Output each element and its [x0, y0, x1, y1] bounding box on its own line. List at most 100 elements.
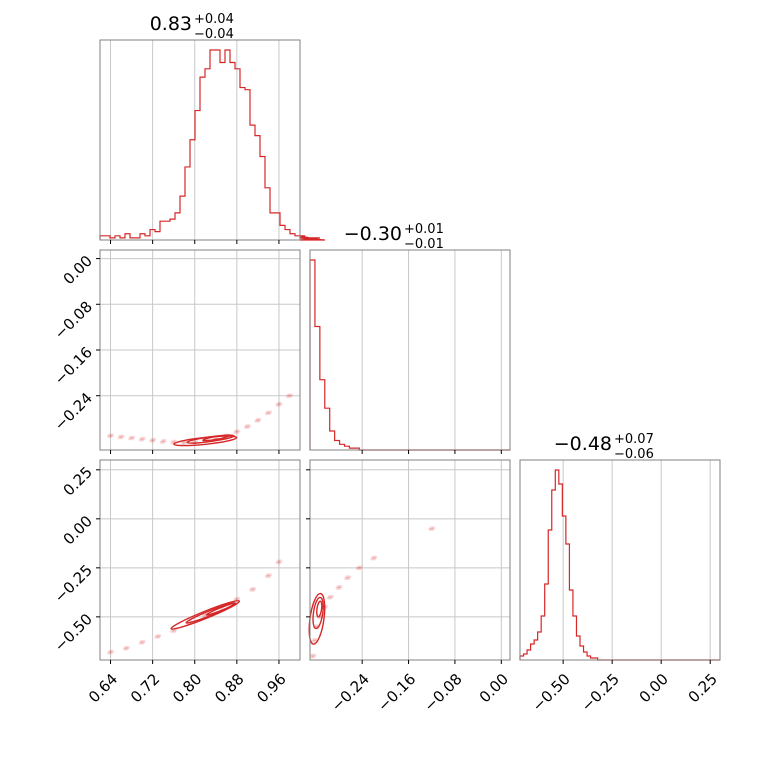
- scatter-1-0-scatter-point-2-3: [131, 435, 135, 439]
- scatter-2-0-xtick-label-3: 0.88: [211, 670, 247, 706]
- scatter-1-0-scatter-point-4-2: [151, 439, 155, 443]
- scatter-2-1-scatter-point-9-0: [370, 557, 374, 561]
- scatter-2-1-scatter-point-9-3: [373, 555, 378, 559]
- scatter-1-0-scatter-point-5-2: [162, 440, 166, 444]
- scatter-2-1-scatter-point-8-2: [358, 567, 362, 571]
- hist-2-xtick-label-0: −0.50: [529, 670, 574, 715]
- scatter-1-0-scatter-point-0-2: [109, 434, 113, 439]
- scatter-1-0-scatter-point-17-1: [287, 393, 291, 397]
- scatter-1-0-contour-2: [202, 434, 230, 442]
- scatter-1-0-scatter-point-0-1: [108, 433, 112, 437]
- scatter-2-0-xtick-label-0: 0.64: [85, 670, 121, 706]
- scatter-2-0-xtick-label-1: 0.72: [127, 670, 163, 706]
- panel-title-1: −0.30 +0.01−0.01: [344, 222, 444, 252]
- hist-2-histogram-line: [519, 469, 720, 661]
- scatter-1-0-scatter-point-13-1: [245, 424, 249, 428]
- scatter-2-0-scatter-point-9-1: [250, 587, 254, 591]
- scatter-1-0-scatter-point-8-3: [194, 439, 199, 443]
- scatter-2-0-scatter-point-8-1: [234, 596, 238, 601]
- scatter-1-0-scatter-point-3-1: [139, 436, 144, 440]
- scatter-2-0-scatter-point-9-2: [251, 588, 255, 592]
- scatter-1-0-scatter-point-13-0: [243, 425, 248, 429]
- scatter-1-0-scatter-point-14-0: [254, 419, 258, 423]
- scatter-1-0-scatter-point-3-0: [138, 438, 142, 442]
- hist-1-histogram-line: [309, 259, 510, 451]
- panel-title-main-1: −0.30: [344, 223, 402, 245]
- scatter-2-1-scatter-point-7-1: [345, 575, 349, 579]
- scatter-1-0-ytick-label-1: −0.08: [51, 298, 96, 343]
- panel-title-sub-0: −0.04: [194, 27, 234, 42]
- scatter-1-0-scatter-point-16-2: [277, 403, 282, 407]
- scatter-2-0-scatter-point-1-2: [125, 647, 129, 651]
- scatter-2-0-ytick-label-2: −0.25: [51, 561, 96, 606]
- hist-2-xtick-label-2: 0.00: [636, 670, 672, 706]
- scatter-2-0-scatter-point-3-3: [158, 634, 162, 638]
- scatter-2-1-xtick-label-2: −0.08: [420, 670, 465, 715]
- scatter-2-0-scatter-point-2-2: [141, 641, 145, 645]
- scatter-2-0-ytick-label-0: 0.25: [60, 463, 96, 499]
- scatter-1-0-scatter-point-14-3: [258, 417, 262, 422]
- scatter-2-0-xtick-label-2: 0.80: [169, 670, 205, 706]
- scatter-1-0-scatter-point-17-2: [288, 394, 292, 399]
- scatter-2-1-scatter-point-5-2: [329, 596, 333, 600]
- hist-0-frame: [99, 39, 301, 241]
- scatter-1-0-scatter-point-1-3: [121, 434, 125, 438]
- panel-title-sup-1: +0.01: [404, 222, 444, 237]
- scatter-1-0-ytick-label-3: −0.24: [51, 389, 96, 434]
- scatter-2-1-scatter-point-7-3: [347, 575, 352, 579]
- scatter-2-1-scatter-point-9-2: [372, 557, 376, 561]
- panel-title-main-2: −0.48: [554, 433, 612, 455]
- scatter-1-0-scatter-point-2-1: [129, 435, 133, 439]
- scatter-2-1-scatter-point-7-2: [346, 576, 350, 581]
- scatter-2-0-scatter-point-3-2: [156, 635, 161, 639]
- scatter-1-0-scatter-point-17-0: [286, 394, 290, 399]
- scatter-2-1-xtick-label-0: −0.24: [328, 670, 373, 715]
- scatter-1-0-scatter-point-14-1: [255, 417, 259, 422]
- scatter-2-0-scatter-point-10-2: [267, 574, 271, 579]
- scatter-2-1-contour-1: [312, 596, 324, 630]
- scatter-2-0-scatter-point-0-1: [108, 649, 112, 653]
- scatter-1-0-scatter-point-0-3: [110, 433, 114, 437]
- scatter-2-0-scatter-point-8-3: [237, 596, 241, 601]
- scatter-2-1-scatter-point-8-3: [359, 565, 363, 569]
- scatter-1-0-scatter-point-16-0: [275, 403, 279, 407]
- scatter-2-0-xtick-label-4: 0.96: [253, 670, 289, 706]
- scatter-1-0-ytick-label-2: −0.16: [51, 343, 96, 388]
- scatter-2-1-scatter-point-8-0: [355, 567, 360, 571]
- scatter-2-1-scatter-point-7-0: [344, 576, 348, 581]
- scatter-2-1-scatter-point-10-3: [431, 526, 436, 530]
- scatter-1-0-scatter-point-5-3: [163, 439, 167, 443]
- scatter-2-0-scatter-point-0-3: [110, 649, 114, 653]
- scatter-2-0-scatter-point-2-3: [142, 639, 146, 644]
- scatter-2-1-scatter-point-9-1: [371, 555, 375, 559]
- scatter-2-0-scatter-point-0-0: [107, 651, 111, 655]
- scatter-1-0-scatter-point-13-3: [247, 424, 251, 428]
- scatter-1-0-scatter-point-3-2: [141, 438, 145, 442]
- scatter-1-0-scatter-point-12-1: [234, 429, 238, 433]
- scatter-1-0-scatter-point-7-0: [180, 441, 185, 445]
- scatter-1-0-scatter-point-16-3: [279, 401, 283, 406]
- panel-title-sup-0: +0.04: [194, 12, 234, 27]
- scatter-1-0-scatter-point-4-3: [152, 437, 157, 442]
- scatter-2-0-scatter-point-0-2: [109, 651, 113, 655]
- scatter-2-1-scatter-point-5-3: [330, 594, 334, 599]
- scatter-2-1-contour-2: [316, 600, 323, 618]
- panel-title-main-0: 0.83: [150, 13, 192, 35]
- scatter-2-0-scatter-point-10-3: [268, 573, 272, 577]
- scatter-1-0-scatter-point-2-2: [130, 437, 134, 441]
- scatter-2-0-scatter-point-3-0: [154, 635, 158, 639]
- scatter-2-1-scatter-point-10-0: [428, 527, 432, 532]
- scatter-1-0-scatter-point-15-0: [265, 412, 269, 416]
- scatter-1-0-scatter-point-14-2: [256, 419, 261, 423]
- scatter-2-0-scatter-point-4-2: [172, 629, 176, 633]
- scatter-2-1-scatter-point-0-3: [313, 653, 317, 657]
- scatter-2-1-scatter-point-6-0: [335, 586, 339, 590]
- scatter-2-1-scatter-point-8-1: [357, 565, 361, 569]
- scatter-1-0-scatter-point-6-1: [171, 439, 175, 443]
- panel-title-2: −0.48 +0.07−0.06: [554, 432, 654, 462]
- panel-title-sub-1: −0.01: [404, 237, 444, 252]
- scatter-2-1-scatter-point-1-1: [312, 637, 316, 642]
- scatter-2-1-scatter-point-2-1: [314, 624, 318, 628]
- scatter-2-1-xtick-label-3: 0.00: [476, 670, 512, 706]
